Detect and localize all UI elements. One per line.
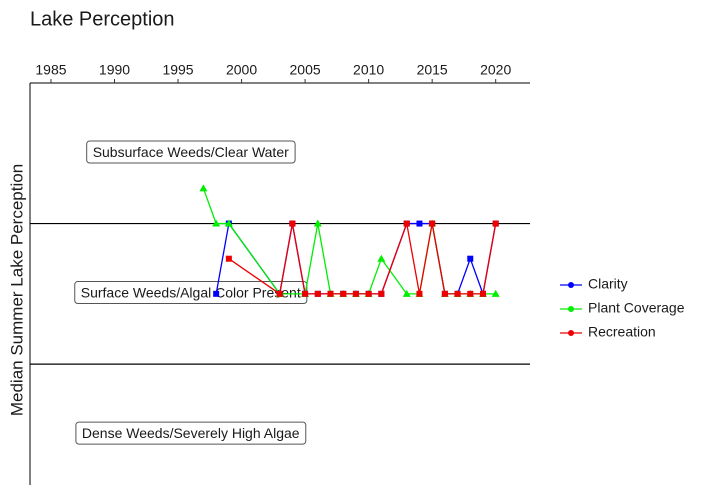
annotation: Dense Weeds/Severely High Algae: [75, 421, 307, 445]
point: [289, 220, 296, 227]
point: [416, 220, 423, 227]
annotation-text: Surface Weeds/Algal Color Present: [81, 285, 301, 301]
annotation-text: Dense Weeds/Severely High Algae: [82, 425, 300, 441]
legend-marker: [568, 330, 574, 336]
x-tick-label: 2000: [226, 62, 257, 78]
legend: Clarity Plant Coverage Recreation: [560, 276, 685, 340]
legend-label: Plant Coverage: [588, 300, 685, 316]
x-tick-label: 2015: [417, 62, 448, 78]
legend-label: Recreation: [588, 324, 656, 340]
annotation: Surface Weeds/Algal Color Present: [74, 281, 308, 305]
point: [314, 290, 321, 297]
x-tick-label: 1995: [162, 62, 193, 78]
point: [352, 290, 359, 297]
point: [377, 254, 386, 262]
point: [225, 255, 232, 262]
point: [199, 184, 208, 192]
point: [467, 290, 474, 297]
point: [491, 289, 500, 297]
point: [213, 290, 220, 297]
point: [492, 220, 499, 227]
point: [467, 255, 474, 262]
point: [441, 290, 448, 297]
legend-label: Clarity: [588, 276, 628, 292]
y-axis-label: Median Summer Lake Perception: [7, 164, 26, 416]
point: [429, 220, 436, 227]
annotation: Subsurface Weeds/Clear Water: [86, 140, 296, 164]
annotation-box: [75, 421, 307, 445]
series-line: [202, 188, 496, 295]
legend-marker: [568, 282, 574, 288]
point: [365, 290, 372, 297]
x-tick-label: 2010: [353, 62, 384, 78]
annotation-text: Subsurface Weeds/Clear Water: [93, 144, 289, 160]
point: [313, 219, 322, 227]
point: [378, 290, 385, 297]
x-tick-label: 2005: [290, 62, 321, 78]
chart-title: Lake Perception: [30, 8, 175, 30]
legend-marker: [568, 306, 574, 312]
point: [224, 219, 233, 227]
point: [276, 290, 283, 297]
point: [327, 290, 334, 297]
x-tick-label: 1990: [99, 62, 130, 78]
annotation-box: [86, 140, 296, 164]
point: [403, 220, 410, 227]
point: [454, 290, 461, 297]
point: [212, 219, 221, 227]
point: [416, 290, 423, 297]
x-tick-label: 1985: [35, 62, 66, 78]
point: [402, 289, 411, 297]
point: [302, 290, 309, 297]
point: [340, 290, 347, 297]
point: [479, 290, 486, 297]
x-tick-label: 2020: [480, 62, 511, 78]
